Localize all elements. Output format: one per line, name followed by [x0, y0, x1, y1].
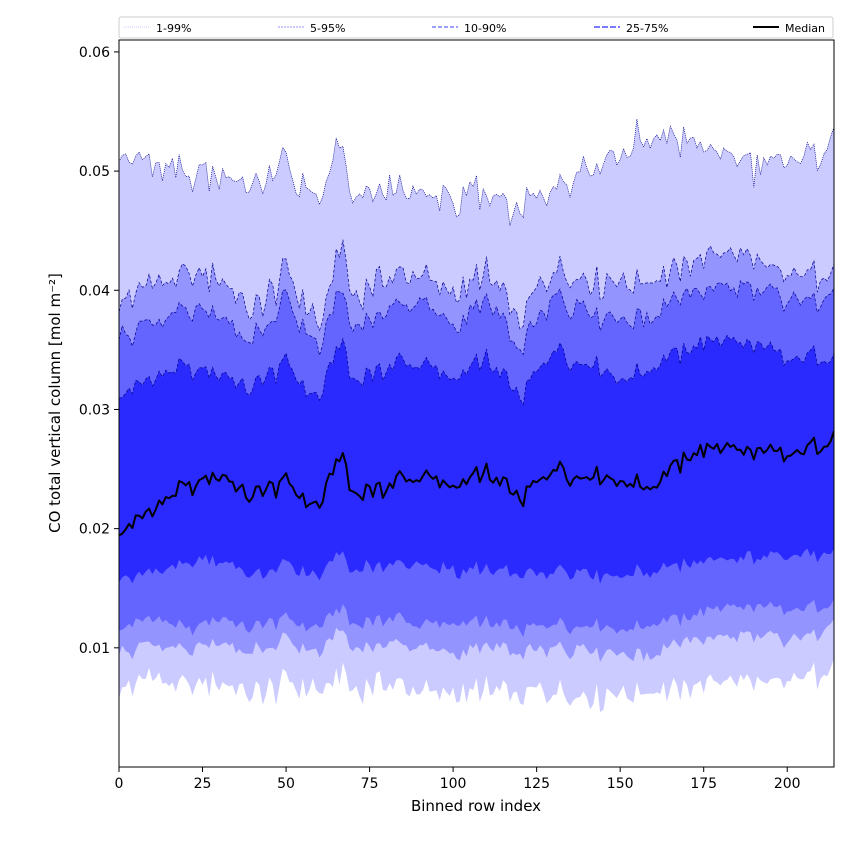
x-axis-ticks: 0 25 50 75 100 125 150 175 200: [115, 767, 801, 792]
x-tick-label: 100: [440, 776, 467, 792]
band-5-95-upper-edge: [119, 239, 834, 332]
y-tick-label: 0.01: [79, 641, 110, 657]
x-tick-label: 175: [690, 776, 717, 792]
x-tick-label: 125: [523, 776, 550, 792]
x-axis-label: Binned row index: [411, 797, 541, 815]
x-tick-label: 25: [194, 776, 212, 792]
y-tick-label: 0.03: [79, 402, 110, 418]
x-tick-label: 0: [115, 776, 124, 792]
legend-label: 25-75%: [626, 22, 668, 35]
legend-label: 10-90%: [464, 22, 506, 35]
plot-frame: [118, 39, 835, 768]
legend-label: Median: [785, 22, 825, 35]
y-tick-label: 0.06: [79, 45, 110, 61]
x-tick-label: 75: [361, 776, 379, 792]
band-25-75-area: [119, 335, 834, 584]
median-line-group: [119, 430, 834, 537]
y-tick-label: 0.05: [79, 164, 110, 180]
percentile-bands: [119, 119, 834, 712]
y-axis-label: CO total vertical column [mol m⁻²]: [46, 273, 64, 533]
x-tick-label: 150: [607, 776, 634, 792]
y-tick-label: 0.04: [79, 283, 110, 299]
legend-label: 5-95%: [310, 22, 345, 35]
legend: 1-99% 5-95% 10-90% 25-75% Median: [118, 16, 834, 39]
band-25-75-upper-edge: [119, 334, 834, 406]
legend-box: [118, 16, 834, 39]
band-10-90-upper-edge: [119, 280, 834, 356]
median-line: [119, 430, 834, 537]
y-axis-ticks: 0.01 0.02 0.03 0.04 0.05 0.06: [79, 45, 119, 657]
y-tick-label: 0.02: [79, 522, 110, 538]
x-tick-label: 50: [277, 776, 295, 792]
band-1-99-upper-edge: [119, 118, 834, 226]
legend-label: 1-99%: [156, 22, 191, 35]
x-tick-label: 200: [774, 776, 801, 792]
band-edge-lines: [119, 118, 834, 406]
